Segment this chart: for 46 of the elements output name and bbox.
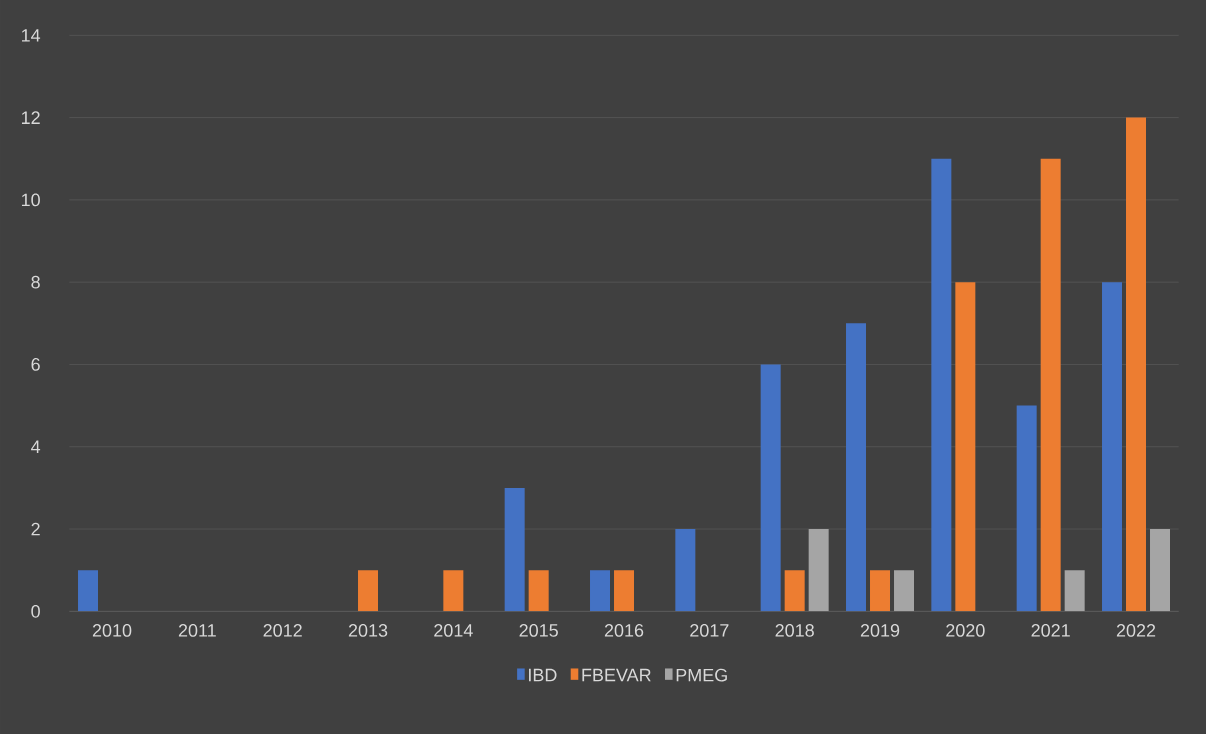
bar — [955, 282, 976, 612]
x-tick-label: 2022 — [1116, 624, 1156, 637]
x-tick-label: 2019 — [860, 624, 900, 637]
bar — [1150, 529, 1170, 612]
y-tick-label: 6 — [31, 358, 40, 371]
y-tick-label: 0 — [31, 604, 40, 618]
x-tick-label: 2011 — [178, 624, 216, 637]
y-tick-label: 4 — [31, 440, 41, 453]
y-tick-label: 2 — [31, 522, 40, 536]
bar — [443, 570, 464, 612]
bar — [1126, 117, 1146, 612]
bar — [808, 529, 829, 612]
bar — [870, 570, 891, 612]
y-tick-label: 8 — [31, 275, 40, 289]
x-tick-label: 2014 — [434, 624, 473, 637]
legend-label: IBD — [529, 668, 557, 682]
bar — [528, 570, 549, 612]
x-tick-label: 2010 — [92, 624, 132, 637]
x-tick-label: 2013 — [348, 624, 388, 637]
legend-label: PMEG — [676, 668, 727, 682]
x-tick-label: 2016 — [604, 624, 644, 637]
bar — [846, 323, 867, 612]
bar — [78, 570, 99, 612]
bar — [590, 570, 611, 612]
bar — [1102, 282, 1123, 612]
x-tick-label: 2020 — [946, 624, 985, 637]
bar — [675, 529, 696, 612]
y-tick-label: 10 — [21, 193, 40, 207]
bar — [614, 570, 635, 612]
y-tick-label: 12 — [21, 111, 40, 124]
bar — [784, 570, 805, 612]
bar — [358, 570, 379, 612]
x-tick-label: 2017 — [690, 624, 729, 637]
bar — [1040, 158, 1061, 612]
legend-label: FBEVAR — [582, 668, 651, 682]
bar — [1064, 570, 1085, 612]
bar — [894, 570, 914, 612]
x-tick-label: 2015 — [519, 624, 558, 637]
x-tick-label: 2021 — [1031, 624, 1070, 637]
bar — [504, 487, 525, 612]
x-tick-label: 2012 — [263, 624, 302, 637]
y-tick-label: 14 — [21, 29, 41, 42]
x-tick-label: 2018 — [775, 624, 814, 637]
bar — [760, 364, 781, 612]
bar — [1016, 405, 1037, 612]
bar — [931, 158, 952, 612]
